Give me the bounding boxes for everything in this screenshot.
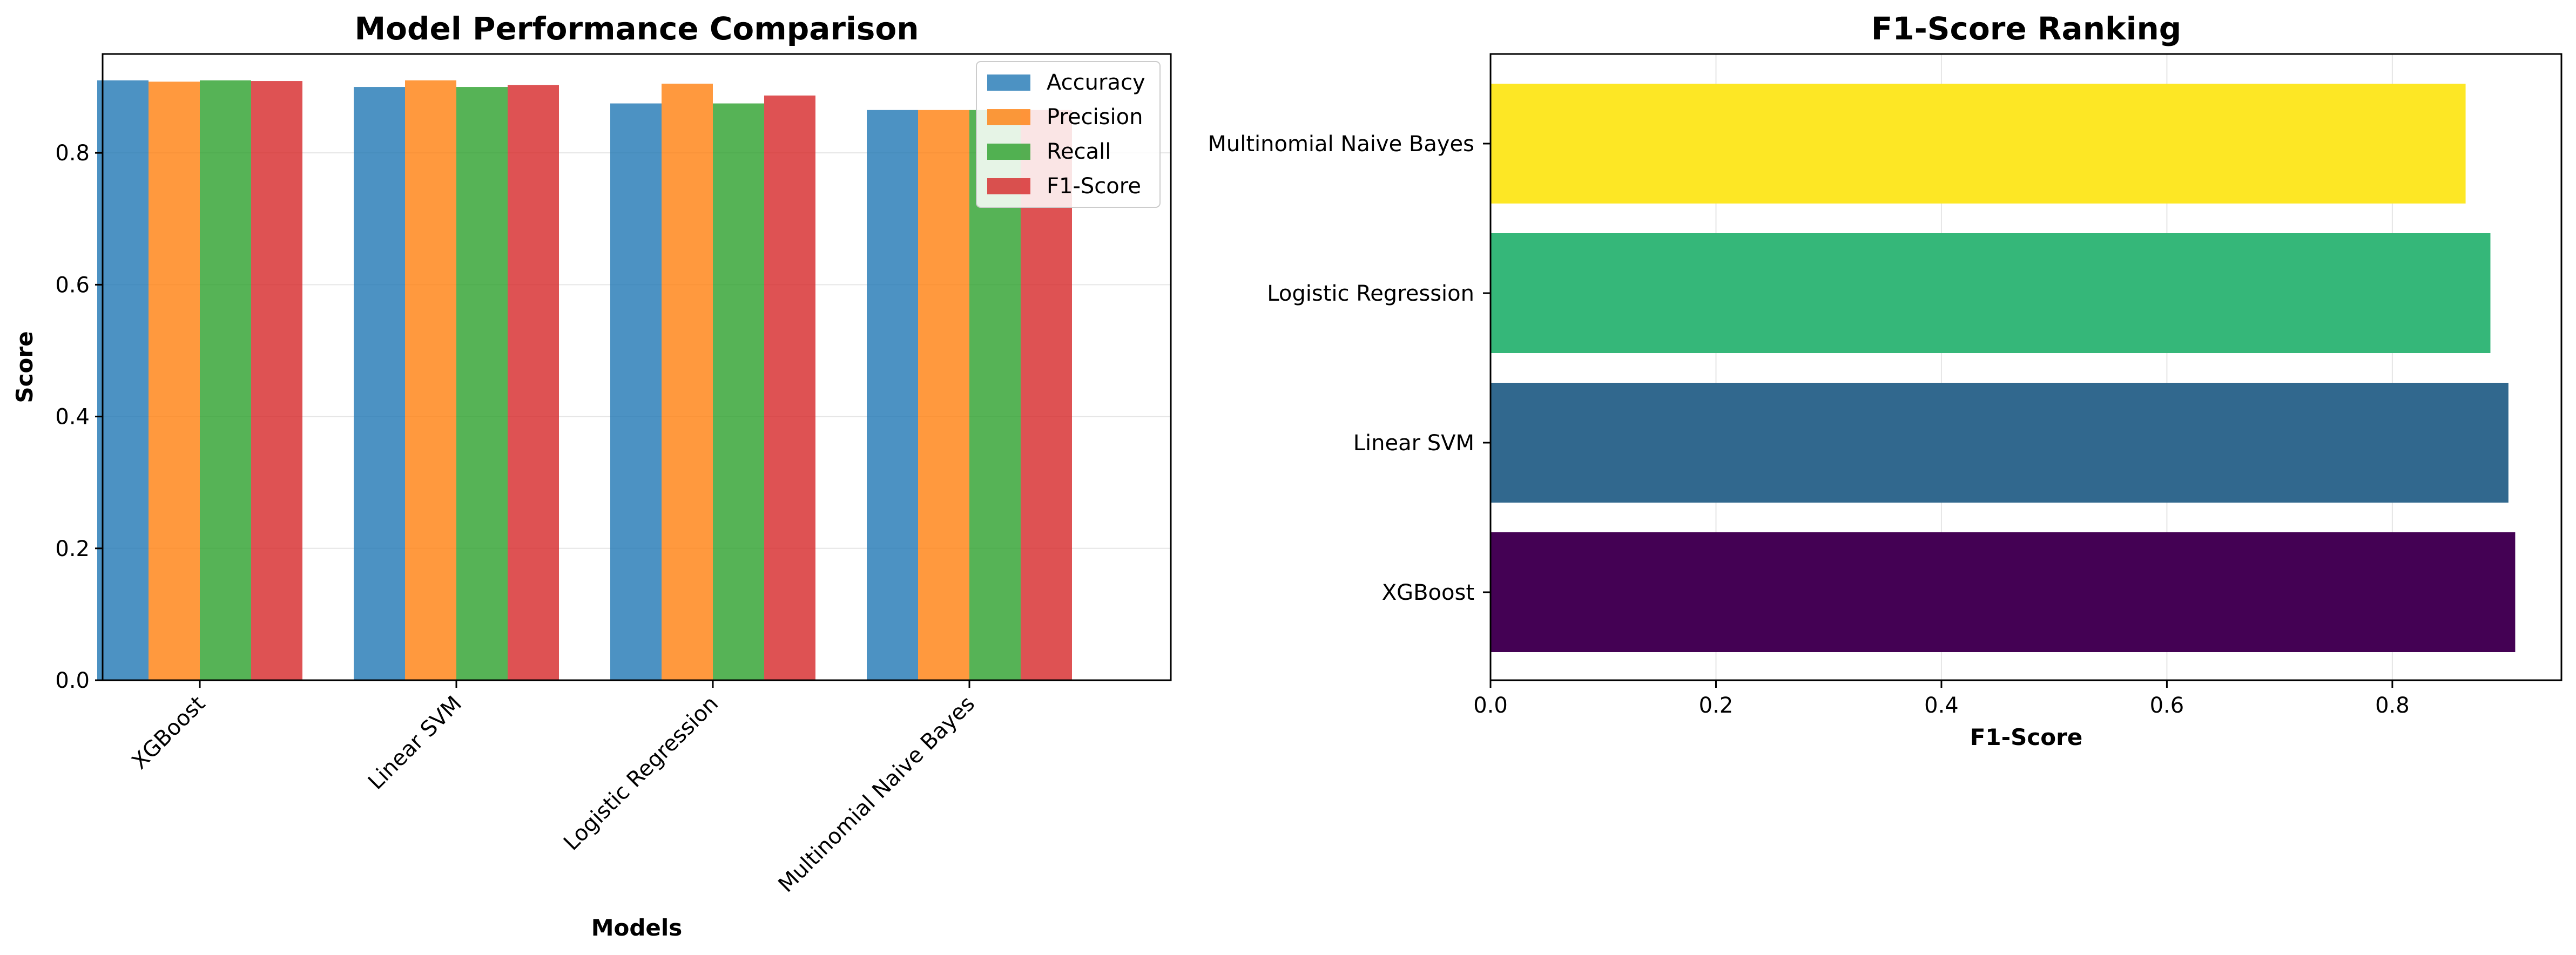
chart1-legend-label: Accuracy	[1047, 70, 1145, 95]
chart2-title: F1-Score Ranking	[1871, 10, 2182, 47]
chart2-x-tick-label: 0.6	[2150, 693, 2184, 718]
chart1-bar	[508, 85, 559, 680]
chart1-bar	[662, 83, 713, 680]
chart1-y-axis-label: Score	[11, 331, 38, 403]
chart1-bar	[200, 80, 251, 681]
chart2-y-tick-label: XGBoost	[1382, 580, 1474, 605]
chart1-legend-swatch	[987, 74, 1030, 91]
chart1-bar	[354, 87, 405, 681]
chart1-bar	[610, 103, 662, 680]
chart1-bar	[149, 82, 200, 681]
chart1-x-tick-label: Linear SVM	[363, 692, 467, 795]
chart2-y-tick-label: Multinomial Naive Bayes	[1208, 132, 1474, 157]
chart2-x-tick-label: 0.0	[1473, 693, 1508, 718]
chart1-bar	[405, 80, 456, 681]
chart1-x-tick-label: XGBoost	[127, 692, 210, 775]
chart1-bar	[918, 110, 969, 681]
chart2-bar	[1491, 383, 2508, 503]
chart2-x-tick-label: 0.4	[1924, 693, 1959, 718]
chart1-x-axis-label: Models	[591, 915, 683, 941]
chart1-y-tick-label: 0.4	[55, 405, 90, 430]
chart1-bar	[867, 110, 918, 681]
chart1-y-tick-label: 0.6	[55, 273, 90, 297]
chart1-legend-label: F1-Score	[1047, 174, 1141, 199]
performance-comparison-chart: 0.0 0.2 0.4 0.6 0.8 XGBoost Linear SVM Logisti…	[11, 10, 1172, 941]
chart1-legend-swatch	[987, 144, 1030, 160]
chart1-legend-label: Precision	[1047, 105, 1143, 130]
chart2-bar	[1491, 532, 2516, 652]
chart2-y-tick-label: Linear SVM	[1353, 431, 1474, 456]
chart1-legend-swatch	[987, 178, 1030, 194]
chart1-title: Model Performance Comparison	[354, 10, 919, 47]
chart1-x-tick-label: Multinomial Naive Bayes	[773, 692, 980, 898]
chart1-legend-swatch	[987, 109, 1030, 125]
chart1-legend: Accuracy Precision Recall F1-Score	[976, 61, 1161, 208]
chart1-y-tick-label: 0.0	[55, 668, 90, 693]
chart2-bar	[1491, 84, 2466, 204]
chart1-bar	[713, 103, 764, 680]
chart2-x-tick-label: 0.8	[2375, 693, 2410, 718]
chart1-bar	[764, 95, 815, 681]
chart1-y-tick-label: 0.8	[55, 141, 90, 166]
chart1-bar	[97, 80, 149, 681]
chart1-legend-frame	[976, 61, 1161, 208]
chart1-frame	[102, 53, 1172, 681]
chart2-frame	[1489, 53, 2562, 681]
chart1-y-tick-label: 0.2	[55, 537, 90, 561]
chart2-y-tick-label: Logistic Regression	[1267, 281, 1474, 306]
chart2-bar	[1491, 233, 2491, 353]
chart2-x-axis-label: F1-Score	[1970, 724, 2083, 750]
chart2-x-tick-label: 0.2	[1699, 693, 1734, 718]
f1-ranking-chart: XGBoost Linear SVM Logistic Regression Mult…	[1208, 10, 2562, 750]
chart1-legend-label: Recall	[1047, 139, 1111, 164]
chart1-bar	[251, 81, 302, 681]
chart1-bar	[456, 87, 508, 681]
chart1-x-tick-label: Logistic Regression	[559, 692, 723, 856]
